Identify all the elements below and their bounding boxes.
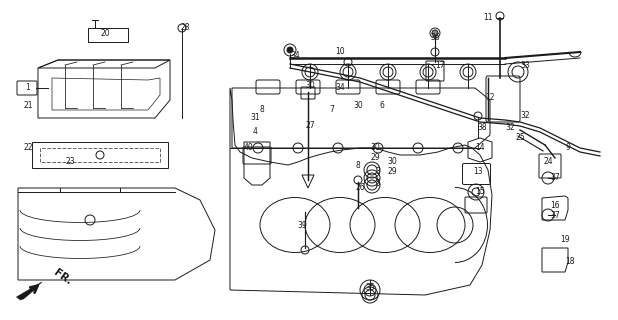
Text: 30: 30 bbox=[305, 81, 315, 90]
Text: 23: 23 bbox=[65, 157, 75, 166]
Text: 8: 8 bbox=[355, 161, 360, 170]
Text: 30: 30 bbox=[387, 157, 397, 166]
Text: 3: 3 bbox=[376, 167, 381, 177]
Text: 9: 9 bbox=[565, 143, 570, 153]
Text: 25: 25 bbox=[515, 133, 525, 142]
Text: 35: 35 bbox=[365, 284, 375, 292]
Text: 29: 29 bbox=[370, 154, 380, 163]
Text: 26: 26 bbox=[355, 183, 365, 193]
Text: 31: 31 bbox=[250, 114, 260, 123]
Text: 24: 24 bbox=[543, 157, 553, 166]
Text: 15: 15 bbox=[475, 188, 485, 196]
Text: 4: 4 bbox=[253, 127, 258, 137]
Text: 30: 30 bbox=[370, 143, 380, 153]
Text: 17: 17 bbox=[435, 60, 445, 69]
Text: 6: 6 bbox=[379, 100, 384, 109]
Text: 16: 16 bbox=[550, 201, 560, 210]
Text: 18: 18 bbox=[565, 258, 575, 267]
Text: 27: 27 bbox=[305, 121, 315, 130]
Text: 19: 19 bbox=[560, 236, 570, 244]
Text: 40: 40 bbox=[243, 143, 253, 153]
Text: 20: 20 bbox=[100, 28, 110, 37]
Text: 36: 36 bbox=[430, 34, 440, 43]
Polygon shape bbox=[17, 282, 42, 300]
Text: 21: 21 bbox=[23, 100, 33, 109]
Text: FR.: FR. bbox=[52, 267, 74, 287]
Text: 34: 34 bbox=[290, 51, 300, 60]
Text: 28: 28 bbox=[180, 23, 190, 33]
Text: 38: 38 bbox=[477, 124, 487, 132]
Text: 34: 34 bbox=[335, 84, 345, 92]
Text: 32: 32 bbox=[505, 124, 515, 132]
Text: 10: 10 bbox=[335, 47, 345, 57]
Text: 22: 22 bbox=[23, 143, 33, 153]
Text: 5: 5 bbox=[376, 180, 381, 188]
Text: 33: 33 bbox=[520, 60, 530, 69]
Circle shape bbox=[287, 47, 293, 53]
Text: 7: 7 bbox=[329, 106, 334, 115]
Text: 32: 32 bbox=[520, 110, 530, 119]
Text: 39: 39 bbox=[297, 220, 307, 229]
Text: 14: 14 bbox=[475, 143, 485, 153]
Text: 30: 30 bbox=[353, 100, 363, 109]
Text: 1: 1 bbox=[25, 84, 30, 92]
Text: 12: 12 bbox=[485, 93, 495, 102]
Text: 11: 11 bbox=[483, 13, 493, 22]
Text: 37: 37 bbox=[550, 173, 560, 182]
Circle shape bbox=[432, 30, 438, 36]
Text: 8: 8 bbox=[260, 106, 265, 115]
Text: 29: 29 bbox=[387, 167, 397, 177]
Text: 37: 37 bbox=[550, 211, 560, 220]
Text: 13: 13 bbox=[473, 167, 483, 177]
